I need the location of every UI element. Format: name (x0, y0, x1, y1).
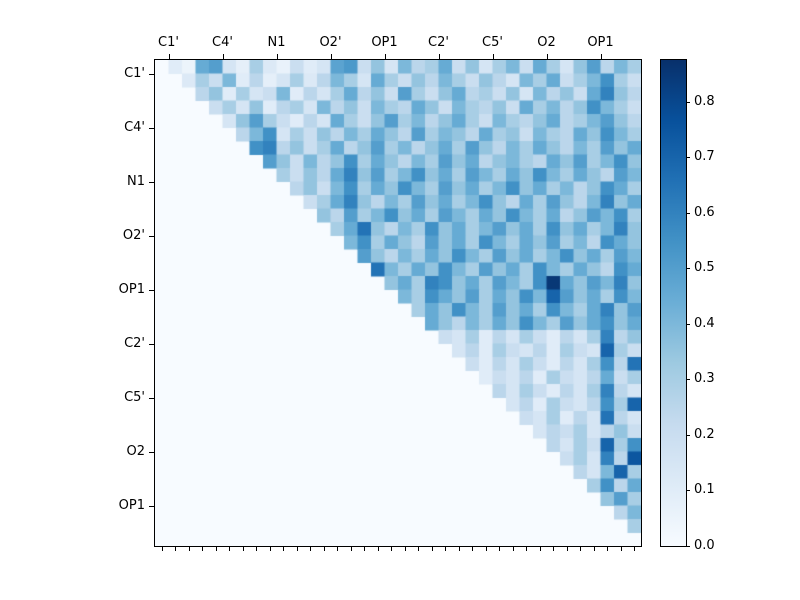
x-minor-tick (377, 547, 379, 551)
colorbar-tick (686, 212, 690, 214)
colorbar-tick (686, 268, 690, 270)
colorbar-tick-label: 0.2 (694, 426, 715, 442)
x-minor-tick (607, 547, 609, 551)
colorbar-tick-label: 0.0 (694, 538, 715, 553)
x-minor-tick (499, 547, 501, 551)
x-tick-label: C4' (212, 35, 233, 50)
x-tick-label: O2' (319, 35, 342, 50)
x-minor-tick (431, 547, 433, 551)
x-minor-tick (620, 547, 622, 551)
x-major-tick (222, 54, 224, 59)
x-minor-tick (323, 547, 325, 551)
colorbar-tick (686, 157, 690, 159)
x-minor-tick (472, 547, 474, 551)
y-tick-label: C2' (124, 335, 145, 351)
x-major-tick (276, 54, 278, 59)
x-major-tick (330, 54, 332, 59)
x-minor-tick (229, 547, 231, 551)
y-major-tick (149, 451, 154, 453)
x-minor-tick (566, 547, 568, 551)
colorbar (660, 59, 687, 547)
x-minor-tick (364, 547, 366, 551)
x-tick-label: C5' (482, 35, 503, 50)
y-tick-label: C1' (124, 65, 145, 81)
x-minor-tick (175, 547, 177, 551)
colorbar-tick-label: 0.1 (694, 482, 715, 498)
colorbar-tick-label: 0.6 (694, 204, 715, 220)
y-tick-label: OP1 (118, 497, 145, 513)
x-minor-tick (593, 547, 595, 551)
x-tick-label: OP1 (587, 35, 614, 50)
x-minor-tick (458, 547, 460, 551)
colorbar-tick (686, 490, 690, 492)
x-tick-label: OP1 (371, 35, 398, 50)
x-minor-tick (485, 547, 487, 551)
x-tick-label: N1 (267, 35, 286, 50)
x-minor-tick (202, 547, 204, 551)
x-minor-tick (553, 547, 555, 551)
colorbar-tick (686, 379, 690, 381)
colorbar-tick-label: 0.3 (694, 371, 715, 387)
y-tick-label: N1 (127, 173, 145, 189)
heatmap-frame (154, 59, 642, 547)
colorbar-tick-label: 0.8 (694, 93, 715, 109)
x-minor-tick (445, 547, 447, 551)
x-tick-label: C1' (158, 35, 179, 50)
colorbar-tick (686, 323, 690, 325)
x-minor-tick (350, 547, 352, 551)
x-major-tick (600, 54, 602, 59)
x-tick-label: O2 (537, 35, 556, 50)
x-major-tick (384, 54, 386, 59)
x-minor-tick (161, 547, 163, 551)
x-minor-tick (242, 547, 244, 551)
colorbar-tick-label: 0.5 (694, 260, 715, 276)
x-minor-tick (215, 547, 217, 551)
y-major-tick (149, 289, 154, 291)
colorbar-tick-label: 0.7 (694, 149, 715, 165)
y-major-tick (149, 397, 154, 399)
colorbar-tick (686, 434, 690, 436)
x-minor-tick (418, 547, 420, 551)
y-tick-label: C5' (124, 389, 145, 405)
x-minor-tick (188, 547, 190, 551)
x-minor-tick (580, 547, 582, 551)
x-minor-tick (634, 547, 636, 551)
colorbar-tick (686, 546, 690, 547)
x-minor-tick (310, 547, 312, 551)
y-tick-label: O2' (122, 227, 145, 243)
x-major-tick (492, 54, 494, 59)
colorbar-tick (686, 101, 690, 103)
x-minor-tick (391, 547, 393, 551)
colorbar-tick-label: 0.4 (694, 315, 715, 331)
x-major-tick (168, 54, 170, 59)
y-major-tick (149, 235, 154, 237)
x-minor-tick (256, 547, 258, 551)
x-tick-label: C2' (428, 35, 449, 50)
x-minor-tick (269, 547, 271, 551)
y-tick-label: C4' (124, 119, 145, 135)
heatmap-canvas (155, 60, 641, 546)
y-major-tick (149, 505, 154, 507)
x-major-tick (438, 54, 440, 59)
x-minor-tick (283, 547, 285, 551)
y-tick-label: O2 (126, 443, 145, 459)
y-tick-label: OP1 (118, 281, 145, 297)
x-minor-tick (404, 547, 406, 551)
x-minor-tick (526, 547, 528, 551)
x-minor-tick (512, 547, 514, 551)
y-major-tick (149, 343, 154, 345)
y-major-tick (149, 181, 154, 183)
x-major-tick (546, 54, 548, 59)
x-minor-tick (337, 547, 339, 551)
x-minor-tick (539, 547, 541, 551)
x-minor-tick (296, 547, 298, 551)
y-major-tick (149, 73, 154, 75)
y-major-tick (149, 127, 154, 129)
